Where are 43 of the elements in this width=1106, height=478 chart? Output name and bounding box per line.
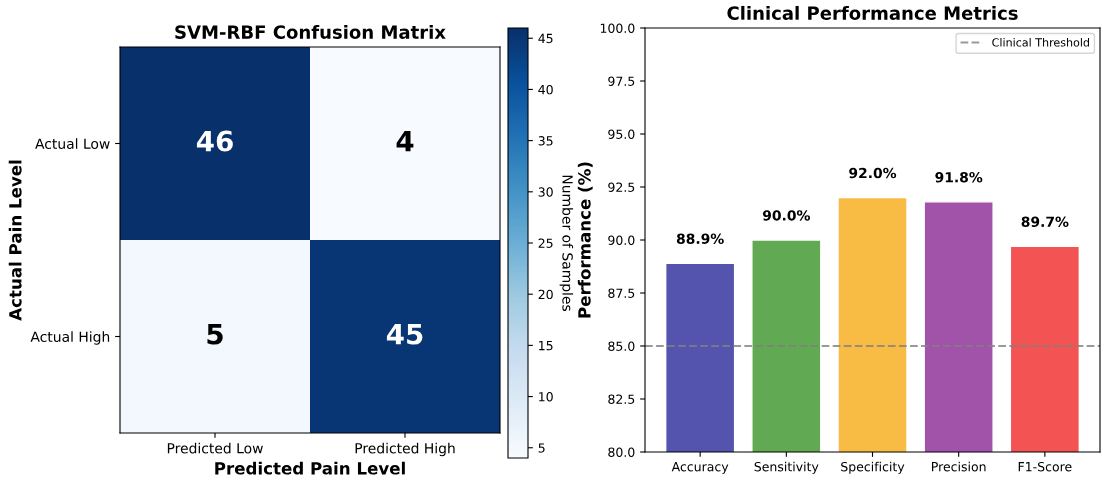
data-label: 90.0% (762, 210, 810, 221)
y-tick-label: 95.0 (608, 129, 635, 139)
data-label: 46 (196, 130, 233, 152)
color-bar-label: 35 (538, 136, 553, 146)
legend-label: Clinical Threshold (992, 38, 1089, 47)
x-tick-label: Accuracy (671, 462, 729, 474)
color-bar-label: 30 (538, 187, 553, 197)
y-tick-label: 100.0 (600, 23, 635, 33)
color-bar-title: Number of Samples (559, 175, 574, 311)
color-bar-label: 10 (539, 392, 553, 402)
y-tick-label: 92.5 (608, 182, 635, 192)
y-tick-label: Actual Low (35, 138, 110, 149)
color-bar-label: 25 (538, 238, 553, 248)
y-tick-label: 97.5 (608, 76, 635, 86)
x-tick-label: Predicted Low (167, 442, 263, 454)
x-tick-label: Specificity (841, 461, 905, 474)
data-label: 4 (396, 130, 414, 152)
data-label: 91.8% (935, 171, 983, 183)
chart-title: SVM-RBF Confusion Matrix (175, 24, 446, 39)
y-tick-label: 85.0 (608, 341, 635, 351)
data-label: 92.0% (849, 167, 897, 179)
x-tick-label: Predicted High (355, 442, 455, 457)
color-bar-label: 20 (538, 289, 553, 300)
color-bar-label: 5 (538, 443, 545, 453)
y-axis-title: Performance (%) (577, 162, 593, 318)
color-bar-label: 40 (538, 84, 553, 95)
color-bar-label: 45 (538, 33, 553, 44)
y-tick-label: Actual High (30, 331, 110, 345)
y-tick-label: 80.0 (608, 447, 635, 457)
chart-title: Clinical Performance Metrics (727, 5, 1018, 20)
data-label: 88.9% (676, 233, 724, 244)
x-tick-label: Sensitivity (754, 461, 819, 474)
y-tick-label: 90.0 (608, 235, 635, 245)
x-tick-label: F1-Score (1018, 461, 1072, 472)
data-label: 5 (207, 323, 223, 345)
color-bar-label: 15 (539, 341, 553, 351)
y-tick-label: 87.5 (608, 288, 635, 298)
data-label: 45 (386, 323, 423, 345)
y-axis-title: Actual Pain Level (8, 160, 22, 321)
x-tick-label: Precision (932, 461, 986, 472)
data-label: 89.7% (1021, 216, 1069, 227)
y-tick-label: 82.5 (608, 394, 635, 404)
x-axis-title: Predicted Pain Level (215, 461, 405, 475)
